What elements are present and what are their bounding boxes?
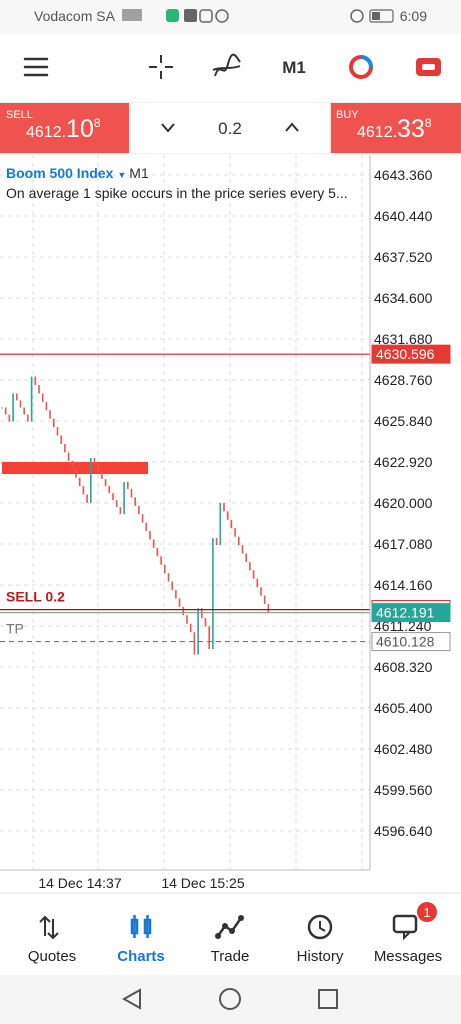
level-label: 4612.191 bbox=[376, 605, 435, 621]
volume[interactable]: 0.2 bbox=[218, 119, 242, 138]
level-box bbox=[371, 344, 451, 364]
nav-item[interactable]: Quotes bbox=[28, 948, 76, 965]
price-label: 4620.000 bbox=[374, 495, 433, 511]
chart-subtitle: On average 1 spike occurs in the price s… bbox=[6, 185, 348, 201]
nav-icons bbox=[39, 914, 418, 941]
back-button[interactable] bbox=[121, 988, 141, 1010]
level-label: 4610.128 bbox=[376, 634, 435, 650]
level-name: TP bbox=[6, 621, 24, 637]
menu-button[interactable] bbox=[23, 57, 49, 77]
level-label: 4630.596 bbox=[376, 346, 435, 362]
chart-title[interactable]: Boom 500 Index ▼ M1 bbox=[6, 165, 149, 181]
price-label: 4640.440 bbox=[374, 208, 433, 224]
price-label: 4628.760 bbox=[374, 372, 433, 388]
vertical-grid bbox=[32, 155, 363, 870]
price-label: 4643.360 bbox=[374, 167, 433, 183]
sell-price-sup: 8 bbox=[94, 116, 101, 130]
time-label: 14 Dec 15:25 bbox=[161, 875, 244, 891]
buy-price-big: 33 bbox=[397, 115, 425, 143]
trade-button-inner bbox=[422, 64, 435, 70]
price-label: 4602.480 bbox=[374, 741, 433, 757]
objects-button-accent bbox=[360, 55, 373, 68]
buy-price-sup: 8 bbox=[425, 116, 432, 130]
bottom-nav: Quotes Charts Trade History Messages 1 bbox=[28, 902, 442, 965]
price-label: 4637.520 bbox=[374, 249, 433, 265]
nav-item[interactable]: Charts bbox=[117, 948, 165, 965]
time-label: 14 Dec 14:37 bbox=[38, 875, 121, 891]
buy-price: 4612.338 bbox=[357, 115, 432, 143]
status-icons bbox=[122, 9, 394, 23]
nav-item[interactable]: Trade bbox=[211, 948, 250, 965]
price-label: 4631.680 bbox=[374, 331, 433, 347]
symbol-arrow: ▼ bbox=[117, 170, 126, 180]
carrier: Vodacom SA bbox=[34, 8, 116, 24]
nav-item[interactable]: History bbox=[297, 948, 344, 965]
price-label: 4614.160 bbox=[374, 577, 433, 593]
home-button[interactable] bbox=[219, 988, 241, 1010]
clock: 6:09 bbox=[400, 8, 427, 24]
level-box bbox=[371, 632, 451, 652]
sell-label: SELL bbox=[6, 109, 33, 121]
price-label: 4617.080 bbox=[374, 536, 433, 552]
sell-price-main: 4612. bbox=[26, 124, 66, 141]
nav-item[interactable]: Messages bbox=[374, 948, 442, 965]
status-bar bbox=[0, 0, 461, 34]
buy-label: BUY bbox=[336, 109, 359, 121]
timeframe-button[interactable]: M1 bbox=[282, 58, 306, 77]
level-box bbox=[371, 603, 451, 623]
sell-price: 4612.108 bbox=[26, 115, 101, 143]
price-label: 4625.840 bbox=[374, 413, 433, 429]
level-name: SELL 0.2 bbox=[6, 589, 65, 605]
chart: 4643.360 4640.440 4637.520 4634.600 4631.680… bbox=[0, 167, 451, 891]
symbol: Boom 500 Index bbox=[6, 165, 114, 181]
volume-up[interactable] bbox=[285, 122, 299, 132]
buy-button[interactable] bbox=[331, 103, 461, 153]
buy-price-main: 4612. bbox=[357, 124, 397, 141]
drawn-rectangle bbox=[2, 461, 148, 475]
price-label: 4608.320 bbox=[374, 659, 433, 675]
indicators-button[interactable] bbox=[212, 53, 241, 77]
badge-count: 1 bbox=[423, 905, 430, 920]
system-nav bbox=[0, 975, 461, 1024]
sell-price-big: 10 bbox=[66, 115, 94, 143]
badge bbox=[417, 902, 437, 922]
price-label: 4605.400 bbox=[374, 700, 433, 716]
price-label: 4599.560 bbox=[374, 782, 433, 798]
volume-down[interactable] bbox=[161, 123, 175, 133]
price-label: 4596.640 bbox=[374, 823, 433, 839]
price-label: 4622.920 bbox=[374, 454, 433, 470]
sell-button[interactable] bbox=[0, 103, 129, 153]
chart-timeframe: M1 bbox=[129, 165, 149, 181]
recents-button[interactable] bbox=[318, 989, 338, 1009]
price-label: 4634.600 bbox=[374, 290, 433, 306]
crosshair-button[interactable] bbox=[149, 55, 173, 79]
